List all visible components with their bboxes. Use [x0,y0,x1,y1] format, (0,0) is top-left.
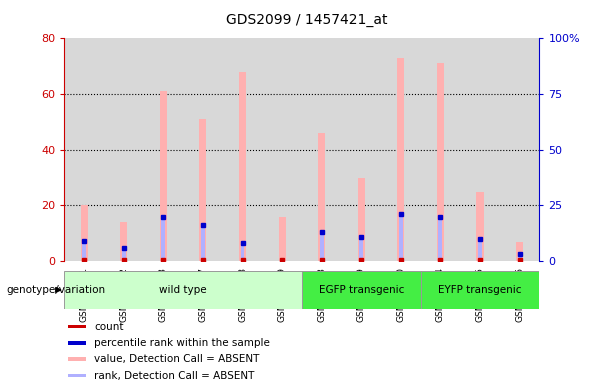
Bar [223,38,262,261]
Text: GDS2099 / 1457421_at: GDS2099 / 1457421_at [226,13,387,27]
Bar [359,237,364,261]
Bar [120,222,128,261]
Bar [183,38,223,261]
Bar [421,38,460,261]
Bar [517,255,522,261]
Bar [278,217,286,261]
Bar [69,341,86,345]
Text: count: count [94,322,124,332]
Bar [320,232,324,261]
Bar [64,38,104,261]
Bar [82,241,86,261]
Bar [500,38,539,261]
Bar [437,63,444,261]
Bar [240,243,245,261]
Bar [476,192,484,261]
Bar [399,214,403,261]
Bar [69,358,86,361]
Text: EYFP transgenic: EYFP transgenic [438,285,522,295]
Text: rank, Detection Call = ABSENT: rank, Detection Call = ABSENT [94,371,254,381]
Bar [69,325,86,328]
Text: wild type: wild type [159,285,207,295]
Bar [460,38,500,261]
Bar [358,177,365,261]
Bar [421,271,539,309]
Bar [160,91,167,261]
Bar [201,225,205,261]
Bar [381,38,421,261]
Bar [262,38,302,261]
Bar [478,239,482,261]
Bar [161,217,166,261]
Bar [122,248,126,261]
Bar [397,58,405,261]
Bar [516,242,524,261]
Text: value, Detection Call = ABSENT: value, Detection Call = ABSENT [94,354,260,364]
Bar [104,38,143,261]
Text: EGFP transgenic: EGFP transgenic [319,285,404,295]
Bar [341,38,381,261]
Bar [302,38,341,261]
Bar [239,72,246,261]
Text: genotype/variation: genotype/variation [6,285,105,295]
Text: percentile rank within the sample: percentile rank within the sample [94,338,270,348]
Bar [318,133,326,261]
Bar [302,271,421,309]
Bar [438,217,443,261]
Bar [69,374,86,377]
Bar [143,38,183,261]
Bar [199,119,207,261]
Bar [64,271,302,309]
Bar [80,205,88,261]
